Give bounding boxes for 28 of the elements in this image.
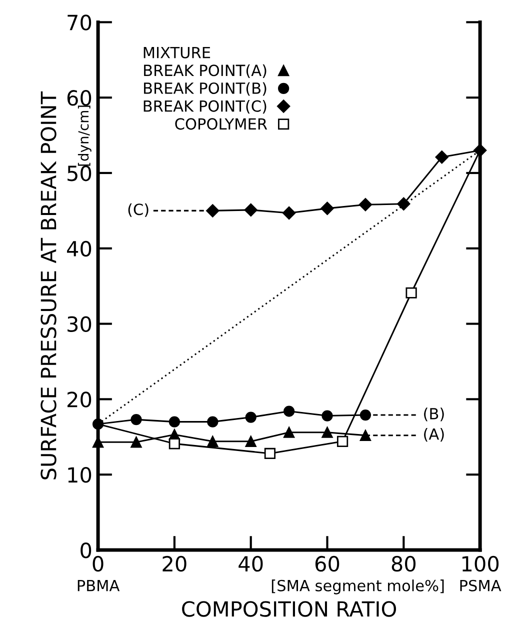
y-axis-title: SURFACE PRESSURE AT BREAK POINT (40, 91, 56, 480)
y-tick-label: 0 (80, 542, 92, 558)
series-label: (A) (424, 428, 444, 442)
series-label: (C) (128, 203, 148, 217)
x-tick-label: 0 (92, 556, 104, 572)
y-tick-label: 10 (68, 467, 92, 483)
series-label: (B) (424, 408, 444, 422)
text: PBMA (78, 580, 120, 592)
x-axis-title: COMPOSITION RATIO (182, 601, 396, 617)
x-tick-label: 80 (392, 556, 416, 572)
legend-label: COPOLYMER (175, 118, 268, 130)
y-tick-label: 70 (68, 14, 92, 30)
x-tick-label: 60 (315, 556, 340, 572)
text: [SMA segment mole%] (272, 580, 444, 594)
y-tick-label: 60 (67, 90, 92, 106)
y-tick-label: 30 (68, 316, 92, 332)
legend-label: BREAK POINT(B) (144, 82, 266, 96)
y-tick-label: 40 (66, 240, 92, 257)
text: PSMA (460, 580, 502, 592)
y-tick-label: 50 (68, 165, 92, 182)
text: [dyn/cm] (78, 106, 92, 166)
legend-label: BREAK POINT(C) (144, 100, 266, 114)
legend-title: MIXTURE (144, 46, 210, 58)
x-tick-label: 20 (162, 556, 186, 572)
legend-label: BREAK POINT(A) (144, 64, 266, 78)
x-tick-label: 40 (238, 556, 263, 572)
y-tick-label: 20 (68, 392, 92, 408)
x-tick-label: 100 (462, 556, 499, 572)
